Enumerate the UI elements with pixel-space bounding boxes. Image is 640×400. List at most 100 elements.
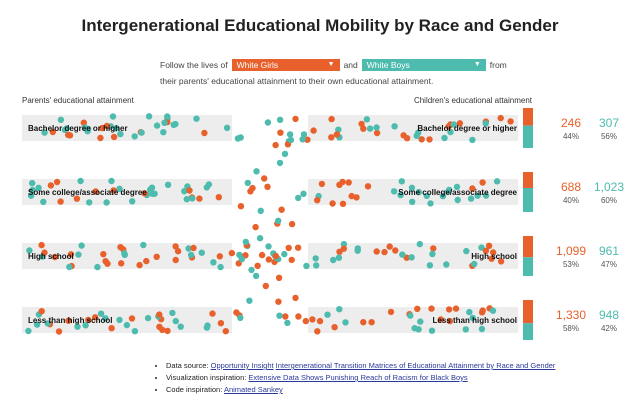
footnote-code: Code inspiration: Animated Sankey [166, 384, 555, 395]
person-dot [328, 134, 335, 141]
group-b-percent: 60% [601, 196, 617, 205]
person-dot [25, 327, 32, 335]
person-dot [38, 308, 45, 315]
person-dot [187, 251, 195, 259]
person-dot [497, 258, 505, 265]
person-dot [493, 178, 501, 185]
person-dot [55, 328, 63, 335]
suffix-text: from [489, 60, 507, 70]
person-dot [103, 199, 110, 206]
footnote-source: Data source: Opportunity Insight Interge… [166, 360, 555, 371]
group-a-percent: 58% [563, 324, 579, 333]
person-dot [428, 327, 436, 334]
person-dot [462, 326, 469, 333]
person-dot [387, 308, 395, 316]
person-dot [360, 125, 367, 132]
moving-dot [275, 274, 283, 281]
moving-dot [238, 255, 245, 263]
moving-dot [287, 136, 295, 144]
left-axis-header: Parents' educational attainment [22, 96, 134, 105]
group-b-percent: 42% [601, 324, 617, 333]
moving-dot [261, 175, 268, 182]
person-dot [108, 325, 115, 332]
person-dot [128, 315, 136, 322]
moving-dot [286, 131, 294, 138]
moving-dot [277, 129, 284, 136]
person-dot [141, 190, 148, 197]
person-dot [97, 134, 104, 142]
person-dot [407, 312, 414, 319]
person-dot [348, 192, 355, 200]
person-dot [437, 316, 444, 323]
person-dot [443, 261, 450, 268]
person-dot [201, 129, 208, 137]
person-dot [210, 259, 217, 266]
moving-dot [276, 116, 284, 124]
person-dot [217, 263, 224, 271]
person-dot [336, 181, 343, 188]
person-dot [117, 244, 124, 251]
person-dot [66, 263, 73, 271]
person-dot [144, 314, 152, 322]
person-dot [318, 180, 326, 188]
person-dot [310, 127, 317, 134]
person-dot [217, 320, 225, 327]
person-dot [65, 317, 72, 324]
person-dot [123, 321, 131, 329]
moving-dot [304, 136, 311, 143]
parent-level-label: Bachelor degree or higher [28, 124, 128, 133]
group-b-percent: 56% [601, 132, 617, 141]
moving-dot [254, 262, 261, 269]
person-dot [190, 244, 197, 252]
person-dot [109, 113, 117, 120]
right-axis-header: Children's educational attainment [413, 96, 532, 105]
person-dot [40, 198, 47, 205]
person-dot [360, 319, 367, 326]
person-dot [312, 255, 319, 262]
person-dot [41, 249, 48, 256]
moving-dot [242, 238, 249, 246]
code-inspiration-link[interactable]: Animated Sankey [223, 385, 283, 394]
mobility-chart: Bachelor degree or higher Bachelor degree… [22, 108, 624, 340]
person-dot [223, 124, 231, 131]
moving-dot [272, 141, 279, 149]
person-dot [409, 198, 416, 205]
person-dot [131, 328, 139, 335]
person-dot [215, 194, 222, 201]
person-dot [453, 183, 461, 191]
person-dot [507, 118, 514, 125]
person-dot [489, 307, 497, 314]
source-link-matrices[interactable]: Intergenerational Transition Matrices of… [275, 361, 556, 370]
moving-dot [288, 256, 295, 264]
person-dot [177, 323, 184, 330]
person-dot [466, 308, 473, 316]
moving-dot [228, 249, 236, 257]
person-dot [183, 196, 190, 203]
person-dot [97, 310, 105, 317]
person-dot [27, 192, 35, 199]
parent-level-label: High school [28, 252, 74, 261]
person-dot [121, 250, 128, 257]
person-dot [358, 120, 365, 128]
moving-dot [233, 309, 240, 316]
person-dot [172, 243, 179, 250]
person-dot [333, 131, 341, 138]
person-dot [418, 136, 425, 143]
person-dot [110, 133, 118, 141]
person-dot [340, 240, 348, 248]
source-link-opportunity[interactable]: Opportunity Insight [210, 361, 274, 370]
person-dot [414, 305, 421, 312]
moving-dot [272, 252, 280, 260]
group-a-select[interactable]: White Girls ▼ [231, 59, 340, 71]
parent-level-label: Some college/associate degree [28, 188, 147, 197]
viz-inspiration-link[interactable]: Extensive Data Shows Punishing Reach of … [248, 373, 468, 382]
moving-dot [281, 250, 288, 258]
group-b-count: 1,023 [594, 180, 624, 194]
person-dot [164, 327, 171, 335]
group-b-select[interactable]: White Boys ▼ [361, 59, 486, 71]
moving-dot [300, 190, 307, 197]
person-dot [446, 317, 454, 325]
moving-dot [284, 319, 291, 327]
person-dot [75, 251, 82, 258]
person-dot [478, 309, 486, 316]
